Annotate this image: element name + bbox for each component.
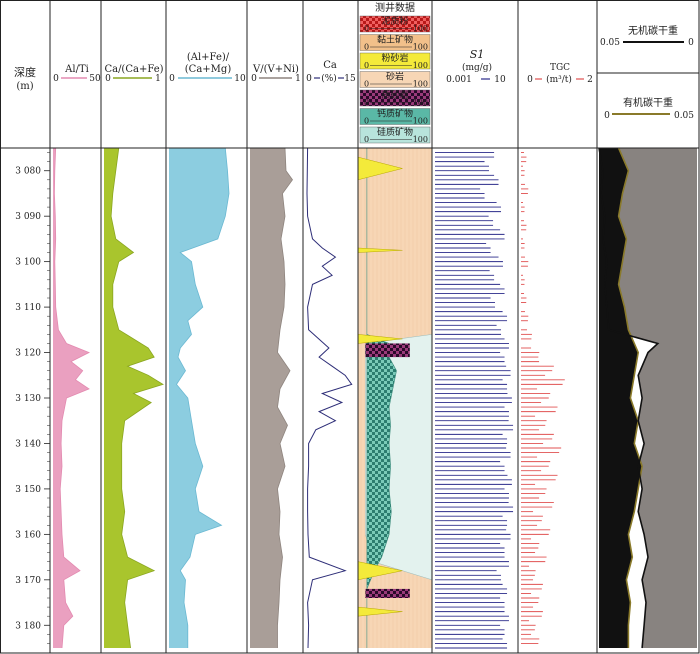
depth-tick-label: 3 160	[15, 530, 41, 540]
legend-max: 100	[413, 24, 428, 33]
legend-label: 粉砂岩	[381, 52, 408, 64]
legend-min: 0	[364, 43, 369, 52]
depth-axis: 3 080 3 090 3 100 3 110 3 120 3 130 3 140 3 150…	[15, 152, 50, 644]
legend-label: 质砂岩	[381, 89, 408, 101]
track-tgc-min: 0	[527, 75, 533, 85]
legend-max: 100	[413, 61, 428, 70]
track-alti-max: 50	[89, 74, 101, 84]
track-s1-label: S1	[470, 48, 485, 61]
legend-max: 100	[413, 98, 428, 107]
track-tgc-max: 2	[587, 75, 593, 85]
legend-min: 0	[364, 135, 369, 144]
legend-label: 泥质粉	[381, 15, 408, 27]
track-s1-max: 10	[494, 75, 506, 85]
depth-tick-label: 3 150	[15, 485, 41, 495]
depth-label: 深度	[14, 65, 36, 79]
track-vni-min: 0	[251, 74, 257, 84]
track-vni-label: V/(V+Ni)	[252, 64, 299, 75]
organic-carbon-max: 0.05	[674, 111, 694, 121]
track-cafe-line	[110, 147, 164, 649]
legend-label: 砂岩	[386, 71, 404, 83]
legend-swatch	[359, 126, 431, 144]
legend-max: 100	[413, 135, 428, 144]
legend-min: 0	[364, 24, 369, 33]
depth-unit: (m)	[16, 81, 33, 92]
legend-label: 钙质矿物	[377, 108, 413, 120]
legend-max: 100	[413, 43, 428, 52]
legend-min: 0	[364, 80, 369, 89]
carbon-organic-line	[617, 147, 643, 648]
track-alfe-label-2: (Ca+Mg)	[185, 64, 232, 75]
track-alfe-max: 10	[234, 74, 246, 84]
legend-swatch	[359, 71, 431, 88]
legend-swatch	[359, 89, 431, 107]
track-cafe-min: 0	[105, 74, 111, 84]
depth-tick-label: 3 140	[15, 439, 41, 449]
carbon-inorganic-line	[598, 147, 660, 649]
lithology-argillaceous-band	[365, 588, 410, 598]
tracks-layer	[53, 147, 697, 649]
track-vni-area	[250, 148, 293, 648]
track-alfe-label-1: (Al+Fe)/	[187, 52, 230, 63]
track-s1-unit: (mg/g)	[462, 62, 492, 73]
track-alti-min: 0	[53, 74, 59, 84]
depth-tick-label: 3 170	[15, 576, 41, 586]
depth-tick-label: 3 130	[15, 394, 41, 404]
legend-min: 0	[364, 117, 369, 126]
track-tgc-unit: (m³/t)	[546, 74, 572, 85]
depth-tick-label: 3 110	[15, 303, 41, 313]
track-s1-min: 0.001	[446, 75, 472, 85]
legend-swatch	[359, 15, 431, 33]
organic-carbon-min: 0	[604, 111, 610, 121]
legend-min: 0	[364, 98, 369, 107]
legend-max: 100	[413, 80, 428, 89]
track-vni-max: 1	[295, 74, 301, 84]
track-tgc-label: TGC	[550, 63, 570, 73]
legend-label: 硅质矿物	[377, 126, 413, 138]
organic-carbon-label: 有机碳干重	[623, 96, 673, 109]
track-cafe-max: 1	[155, 74, 161, 84]
track-alfe-min: 0	[169, 74, 175, 84]
track-vni-line	[277, 147, 293, 648]
track-alti-area	[53, 148, 89, 648]
depth-tick-label: 3 090	[15, 212, 41, 222]
track-cafe-label: Ca/(Ca+Fe)	[104, 64, 163, 75]
track-ca-label: Ca	[323, 60, 337, 71]
inorganic-carbon-min: 0.05	[600, 38, 620, 48]
track-ca-unit: (%)	[321, 73, 337, 84]
depth-tick-label: 3 120	[15, 349, 41, 359]
legend-max: 100	[413, 117, 428, 126]
lithology-calcite-area	[366, 148, 397, 648]
track-ca-line	[306, 147, 353, 649]
track-alti-line	[53, 147, 90, 649]
track-alfe-area	[169, 148, 229, 648]
track-alfe-line	[176, 147, 230, 648]
inorganic-carbon-max: 0	[688, 38, 694, 48]
legend-label: 黏土矿物	[377, 34, 413, 46]
track-cafe-area	[104, 148, 163, 648]
track-ca-max: 15	[344, 74, 356, 84]
track-alti-label: Al/Ti	[64, 64, 89, 75]
inorganic-carbon-label: 无机碳干重	[628, 24, 678, 37]
header-layer: 深度 (m) Al/Ti 0 50 Ca/(Ca+Fe) 0 1 (Al+Fe)…	[14, 1, 699, 144]
depth-tick-label: 3 080	[15, 167, 41, 177]
lithology-title: 测井数据	[375, 1, 415, 14]
legend-min: 0	[364, 61, 369, 70]
depth-tick-label: 3 180	[15, 621, 41, 631]
legend-swatch	[359, 108, 431, 125]
legend-swatch	[359, 52, 431, 70]
track-ca-min: 0	[306, 74, 312, 84]
lithology-argillaceous-band	[365, 343, 410, 358]
legend-swatch	[359, 34, 431, 51]
depth-tick-label: 3 100	[15, 258, 41, 268]
